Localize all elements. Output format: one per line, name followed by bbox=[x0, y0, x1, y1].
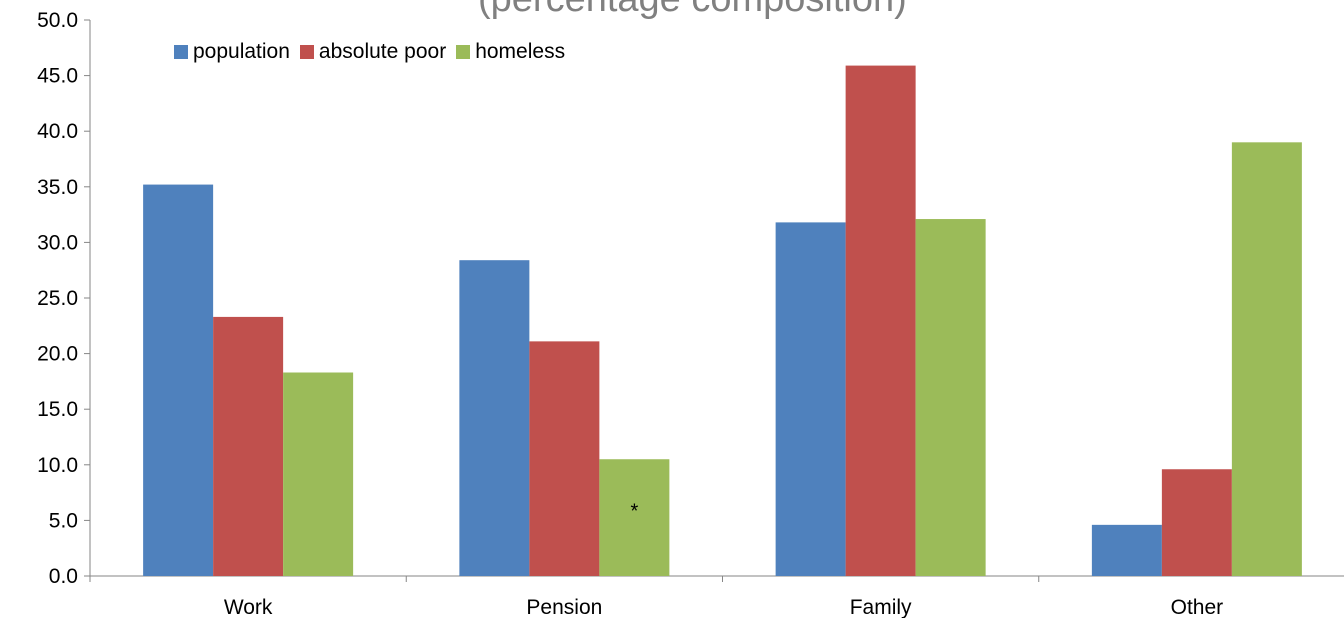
y-tick-label: 0.0 bbox=[49, 565, 78, 588]
y-tick-label: 15.0 bbox=[37, 398, 78, 421]
x-tick-label: Pension bbox=[526, 596, 602, 618]
bar-homeless-work bbox=[283, 372, 354, 576]
y-tick-label: 40.0 bbox=[37, 120, 78, 143]
bar-homeless-pension bbox=[599, 459, 670, 576]
legend-swatch-population bbox=[174, 45, 188, 59]
legend-label-homeless: homeless bbox=[475, 40, 566, 63]
y-tick-label: 10.0 bbox=[37, 454, 78, 477]
y-tick-label: 45.0 bbox=[37, 65, 78, 88]
y-tick-label: 20.0 bbox=[37, 343, 78, 366]
x-tick-label: Family bbox=[850, 596, 912, 618]
bar-absolute-poor-work bbox=[213, 316, 284, 576]
y-tick-label: 5.0 bbox=[49, 509, 78, 532]
chart-title: (percentage composition) bbox=[478, 0, 907, 21]
bar-population-other bbox=[1091, 524, 1162, 576]
chart-legend: population absolute poor homeless bbox=[174, 40, 575, 64]
bar-absolute-poor-family bbox=[845, 65, 916, 576]
x-tick-label: Other bbox=[1171, 596, 1224, 618]
legend-swatch-homeless bbox=[456, 45, 471, 59]
bar-population-work bbox=[143, 184, 214, 577]
x-tick-label: Work bbox=[224, 596, 273, 618]
legend-swatch-absolute-poor bbox=[299, 45, 314, 59]
legend-label-population: population bbox=[193, 40, 290, 63]
annotation-asterisk: * bbox=[630, 500, 638, 522]
bar-population-family bbox=[775, 222, 846, 576]
y-tick-label: 50.0 bbox=[37, 9, 78, 32]
legend-item-population: population bbox=[174, 40, 290, 64]
bar-population-pension bbox=[459, 260, 530, 576]
y-tick-label: 25.0 bbox=[37, 287, 78, 310]
legend-item-homeless: homeless bbox=[456, 40, 565, 64]
bar-absolute-poor-pension bbox=[529, 341, 600, 576]
legend-label-absolute-poor: absolute poor bbox=[318, 40, 447, 63]
bar-absolute-poor-other bbox=[1161, 469, 1232, 576]
legend-item-absolute-poor: absolute poor bbox=[299, 40, 447, 64]
y-tick-label: 35.0 bbox=[37, 176, 78, 199]
bar-homeless-family bbox=[915, 219, 986, 576]
y-tick-label: 30.0 bbox=[37, 231, 78, 254]
bar-homeless-other bbox=[1231, 142, 1302, 576]
